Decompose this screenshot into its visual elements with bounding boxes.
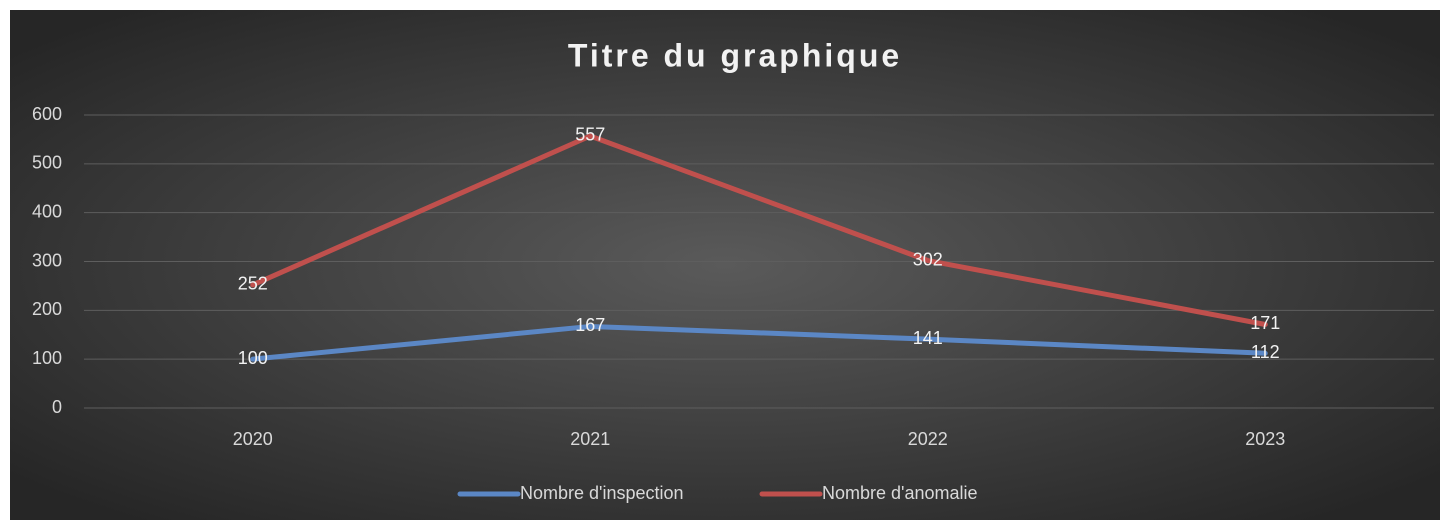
y-tick-label: 100: [32, 348, 62, 368]
data-label: 141: [913, 328, 943, 348]
x-tick-label: 2021: [570, 429, 610, 449]
series-line: [250, 133, 1268, 327]
legend-label: Nombre d'anomalie: [822, 483, 978, 503]
data-label: 112: [1251, 342, 1280, 362]
chart-background: [10, 10, 1440, 520]
x-tick-label: 2020: [233, 429, 273, 449]
y-tick-label: 500: [32, 153, 62, 173]
data-label: 302: [913, 249, 943, 269]
y-tick-label: 200: [32, 299, 62, 319]
data-label: 167: [575, 315, 605, 335]
y-tick-label: 0: [52, 397, 62, 417]
y-tick-label: 600: [32, 104, 62, 124]
x-tick-label: 2022: [908, 429, 948, 449]
x-tick-label: 2023: [1245, 429, 1285, 449]
y-tick-label: 400: [32, 201, 62, 221]
data-label: 557: [575, 125, 605, 145]
legend-label: Nombre d'inspection: [520, 483, 684, 503]
data-label: 100: [238, 348, 268, 368]
data-label: 171: [1250, 313, 1280, 333]
y-tick-label: 300: [32, 250, 62, 270]
chart-title: Titre du graphique: [568, 37, 902, 73]
data-label: 252: [238, 274, 268, 294]
series-line: [250, 323, 1268, 362]
